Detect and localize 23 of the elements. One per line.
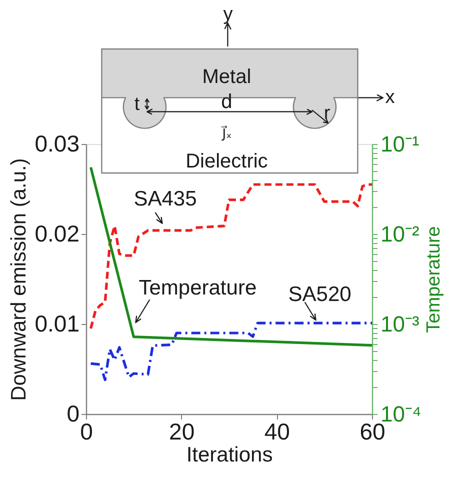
y-axis-title: Downward emission (a.u.) — [8, 158, 31, 401]
text: r — [324, 103, 331, 124]
text: J⃗ₓ — [220, 126, 232, 142]
y-tick-label: 0.01 — [34, 310, 80, 336]
text: x — [385, 87, 396, 108]
y2-tick-label: 10⁻¹ — [380, 132, 420, 156]
text: Metal — [202, 66, 252, 88]
annotation: Dielectric — [186, 150, 268, 172]
annotation: Temperature — [138, 276, 257, 300]
x-axis-title: Iterations — [186, 444, 273, 466]
y-tick-label: 0 — [66, 400, 80, 426]
y2-tick-label: 10⁻³ — [380, 312, 420, 336]
y-tick-label: 0.02 — [34, 220, 80, 246]
y-tick-label: 0.03 — [34, 130, 80, 156]
text: d — [221, 91, 232, 113]
y2-axis-title: Temperature — [423, 226, 444, 333]
text: t — [134, 94, 140, 115]
annotation: SA435 — [134, 187, 197, 210]
annotation: SA520 — [288, 283, 352, 306]
x-tick-label: 20 — [169, 418, 195, 444]
x-tick-label: 40 — [264, 418, 290, 444]
y2-tick-label: 10⁻² — [380, 222, 420, 246]
text: y — [223, 4, 234, 25]
